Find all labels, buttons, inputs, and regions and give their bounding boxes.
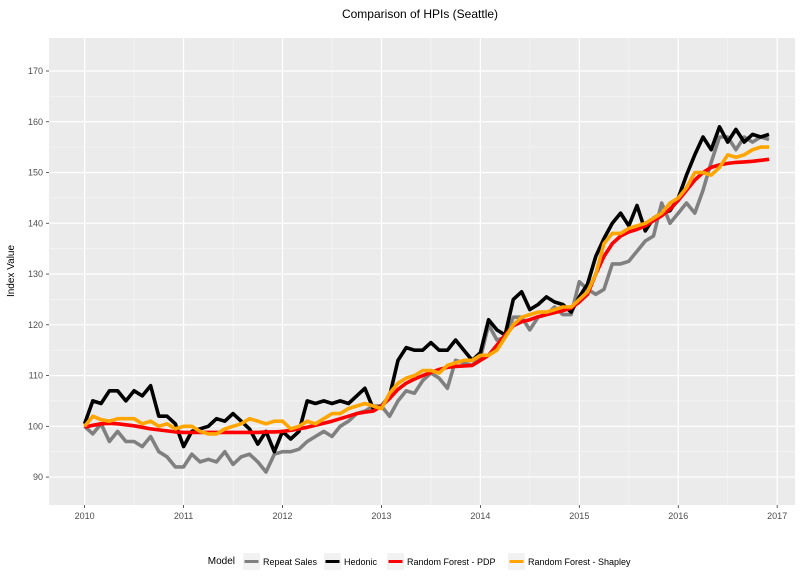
plot-panel — [49, 38, 795, 505]
legend-items: Repeat Sales Hedonic Random Forest - PDP Ra… — [243, 553, 631, 570]
series-lines — [82, 125, 770, 474]
y-tick-label: 90 — [33, 472, 43, 482]
y-tick-label: 120 — [28, 320, 43, 330]
y-tick-label: 170 — [28, 66, 43, 76]
y-tick-label: 130 — [28, 269, 43, 279]
y-tick-label: 110 — [29, 371, 43, 381]
y-tick-label: 150 — [28, 168, 43, 178]
x-tick-label: 2014 — [470, 511, 490, 521]
minor-gridlines — [49, 38, 795, 505]
legend-label-random-forest-pdp: Random Forest - PDP — [407, 557, 496, 567]
legend: Model Repeat Sales Hedonic Random Forest -… — [208, 553, 631, 570]
legend-label-repeat-sales: Repeat Sales — [263, 557, 318, 567]
x-tick-label: 2013 — [371, 511, 391, 521]
y-tick-label: 100 — [28, 421, 43, 431]
legend-title: Model — [208, 556, 235, 567]
y-axis: 90 100 110 120 130 140 150 160 170 — [28, 66, 49, 482]
series-line-repeat-sales — [83, 135, 770, 474]
y-tick-label: 140 — [28, 218, 43, 228]
x-tick-label: 2016 — [668, 511, 688, 521]
x-tick-label: 2010 — [75, 511, 95, 521]
x-tick-label: 2012 — [272, 511, 292, 521]
y-tick-label: 160 — [28, 117, 43, 127]
chart-title: Comparison of HPIs (Seattle) — [342, 7, 498, 21]
x-tick-label: 2017 — [767, 511, 787, 521]
x-axis: 2010 2011 2012 2013 2014 2015 2016 2017 — [75, 505, 787, 521]
y-axis-title: Index Value — [6, 245, 17, 298]
series-line-random-forest-shapley — [83, 145, 769, 436]
x-tick-label: 2011 — [174, 511, 193, 521]
legend-label-random-forest-shapley: Random Forest - Shapley — [528, 557, 631, 567]
legend-label-hedonic: Hedonic — [344, 557, 378, 567]
x-tick-label: 2015 — [569, 511, 589, 521]
